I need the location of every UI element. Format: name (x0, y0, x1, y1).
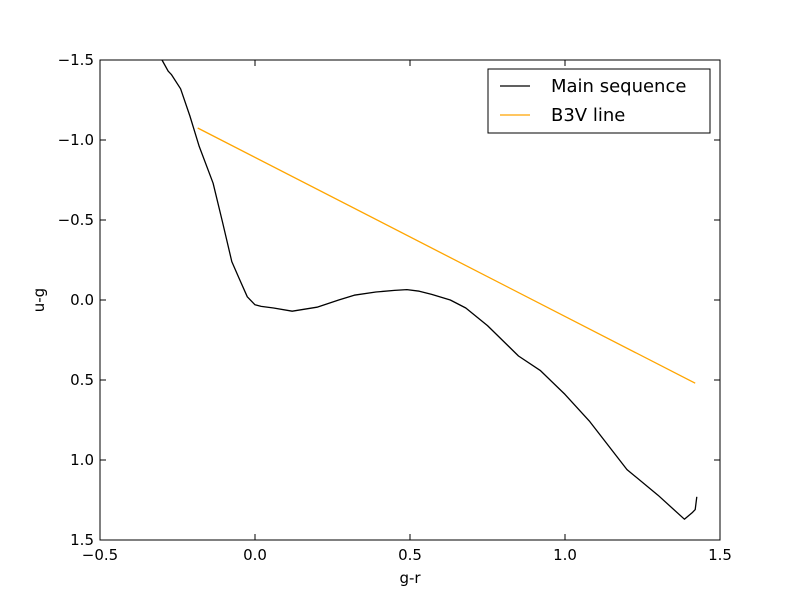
x-axis-label: g-r (399, 569, 421, 587)
x-tick-label: −0.5 (82, 546, 118, 564)
y-axis-label: u-g (30, 288, 48, 312)
y-tick-label: 0.0 (70, 291, 94, 309)
legend-label-b3v-line: B3V line (551, 105, 625, 126)
y-tick-label: 1.5 (70, 531, 94, 549)
series-line-b3v-line (197, 127, 696, 384)
y-tick-label: 1.0 (70, 451, 94, 469)
y-tick-label: −1.5 (58, 51, 94, 69)
ticks: −0.5 0.0 0.5 1.0 1.5 −1.5 −1.0 −0.5 0.0 0.5 1.0 1.5 (58, 51, 732, 564)
y-tick-label: 0.5 (70, 371, 94, 389)
plot-lines (161, 59, 698, 520)
x-tick-label: 0.5 (398, 546, 422, 564)
y-tick-label: −0.5 (58, 211, 94, 229)
x-tick-label: 1.5 (708, 546, 732, 564)
x-tick-label: 0.0 (243, 546, 267, 564)
legend-label-main-sequence: Main sequence (551, 76, 686, 97)
legend: Main sequence B3V line (487, 68, 711, 134)
x-tick-label: 1.0 (553, 546, 577, 564)
series-line-main-sequence (161, 59, 698, 520)
y-tick-label: −1.0 (58, 131, 94, 149)
legend-box (487, 68, 711, 134)
